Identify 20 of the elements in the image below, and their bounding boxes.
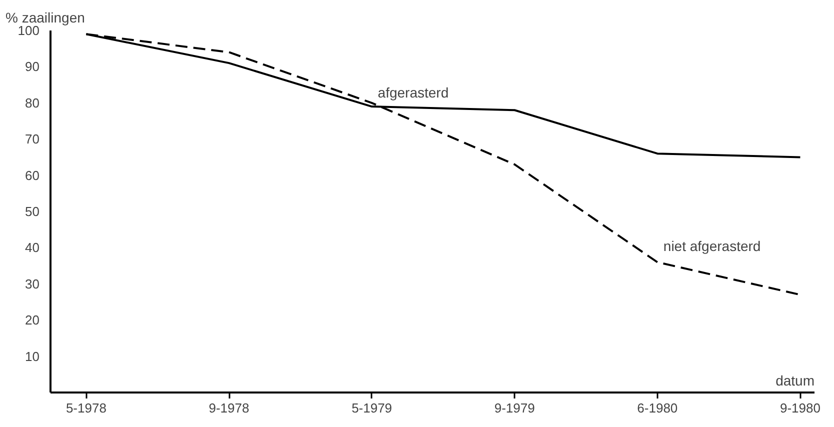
x-tick-label: 9-1980 <box>780 400 820 416</box>
y-tick-label: 20 <box>25 312 40 328</box>
y-axis-title: % zaailingen <box>6 10 85 26</box>
y-tick-label: 30 <box>25 276 40 292</box>
x-tick-label: 6-1980 <box>637 400 678 416</box>
y-tick-label: 60 <box>25 168 40 183</box>
x-tick-label: 9-1978 <box>208 400 250 416</box>
y-tick-label: 10 <box>25 348 40 364</box>
y-tick-label: 80 <box>25 95 40 110</box>
x-tick-label: 5-1978 <box>66 400 106 416</box>
y-tick-label: 50 <box>25 204 40 219</box>
series-label: afgerasterd <box>378 84 449 101</box>
y-tick-label: 90 <box>25 59 40 74</box>
y-tick-label: 40 <box>25 240 40 256</box>
y-tick-label: 100 <box>18 23 40 38</box>
x-tick-label: 9-1979 <box>494 400 535 416</box>
x-tick-label: 5-1979 <box>352 400 392 416</box>
series-label: niet afgerasterd <box>663 238 761 254</box>
y-tick-label: 70 <box>25 132 40 147</box>
x-axis-title: datum <box>776 372 815 388</box>
